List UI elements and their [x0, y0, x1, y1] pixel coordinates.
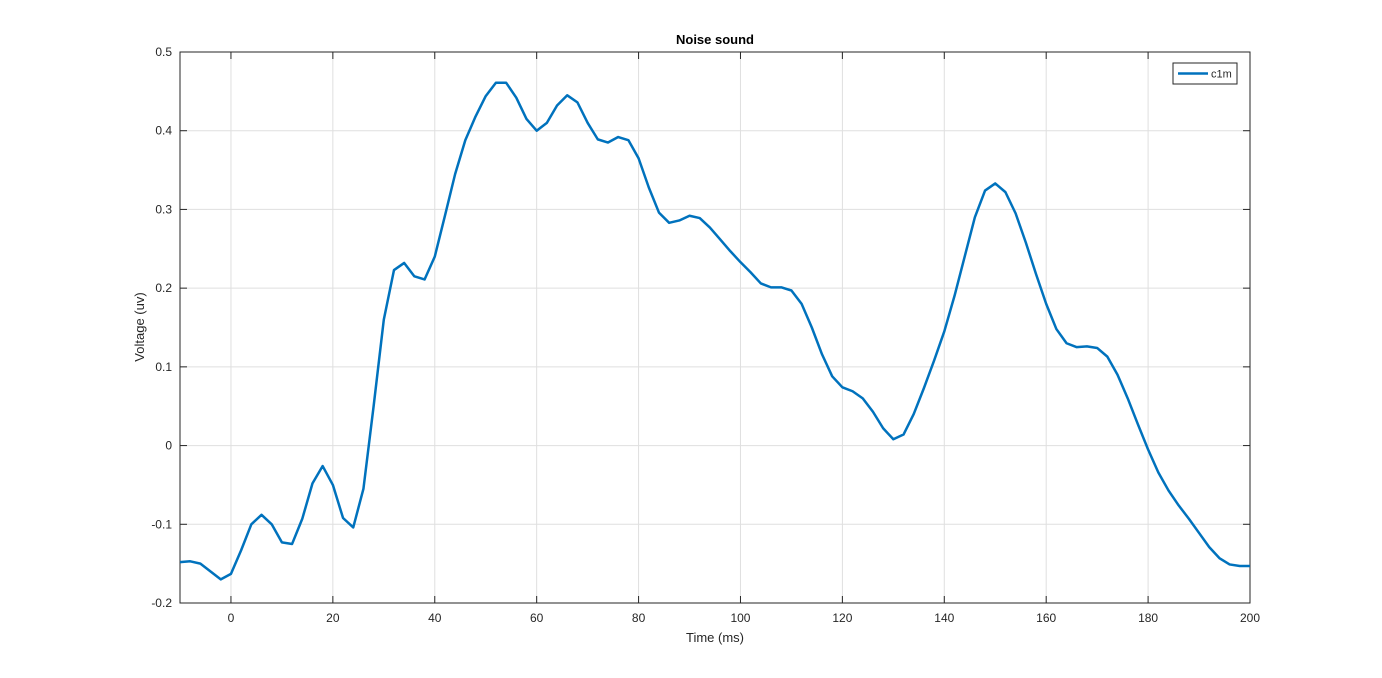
x-tick-label: 20	[326, 611, 340, 625]
data-line	[179, 81, 1250, 581]
y-tick-label: 0.5	[155, 45, 172, 59]
y-axis-label: Voltage (uv)	[132, 292, 147, 361]
x-tick-label: 100	[730, 611, 750, 625]
y-tick-label: 0.3	[155, 202, 172, 216]
x-tick-label: 160	[1036, 611, 1056, 625]
x-tick-label: 60	[530, 611, 544, 625]
y-tick-label: -0.1	[151, 517, 172, 531]
x-tick-label: 40	[428, 611, 442, 625]
y-tick-label: 0.4	[155, 124, 172, 138]
x-tick-label: 0	[228, 611, 235, 625]
chart-title: Noise sound	[676, 32, 754, 47]
axes-box	[179, 51, 1251, 604]
legend-label: c1m	[1211, 69, 1232, 81]
x-tick-label: 140	[934, 611, 954, 625]
y-tick-label: 0.2	[155, 281, 172, 295]
x-tick-label: 180	[1138, 611, 1158, 625]
y-tick-label: -0.2	[151, 596, 172, 610]
x-tick-label: 80	[632, 611, 646, 625]
x-tick-label: 200	[1240, 611, 1260, 625]
x-axis-label: Time (ms)	[686, 630, 744, 645]
x-tick-label: 120	[832, 611, 852, 625]
y-tick-label: 0.1	[155, 360, 172, 374]
y-tick-label: 0	[165, 439, 172, 453]
